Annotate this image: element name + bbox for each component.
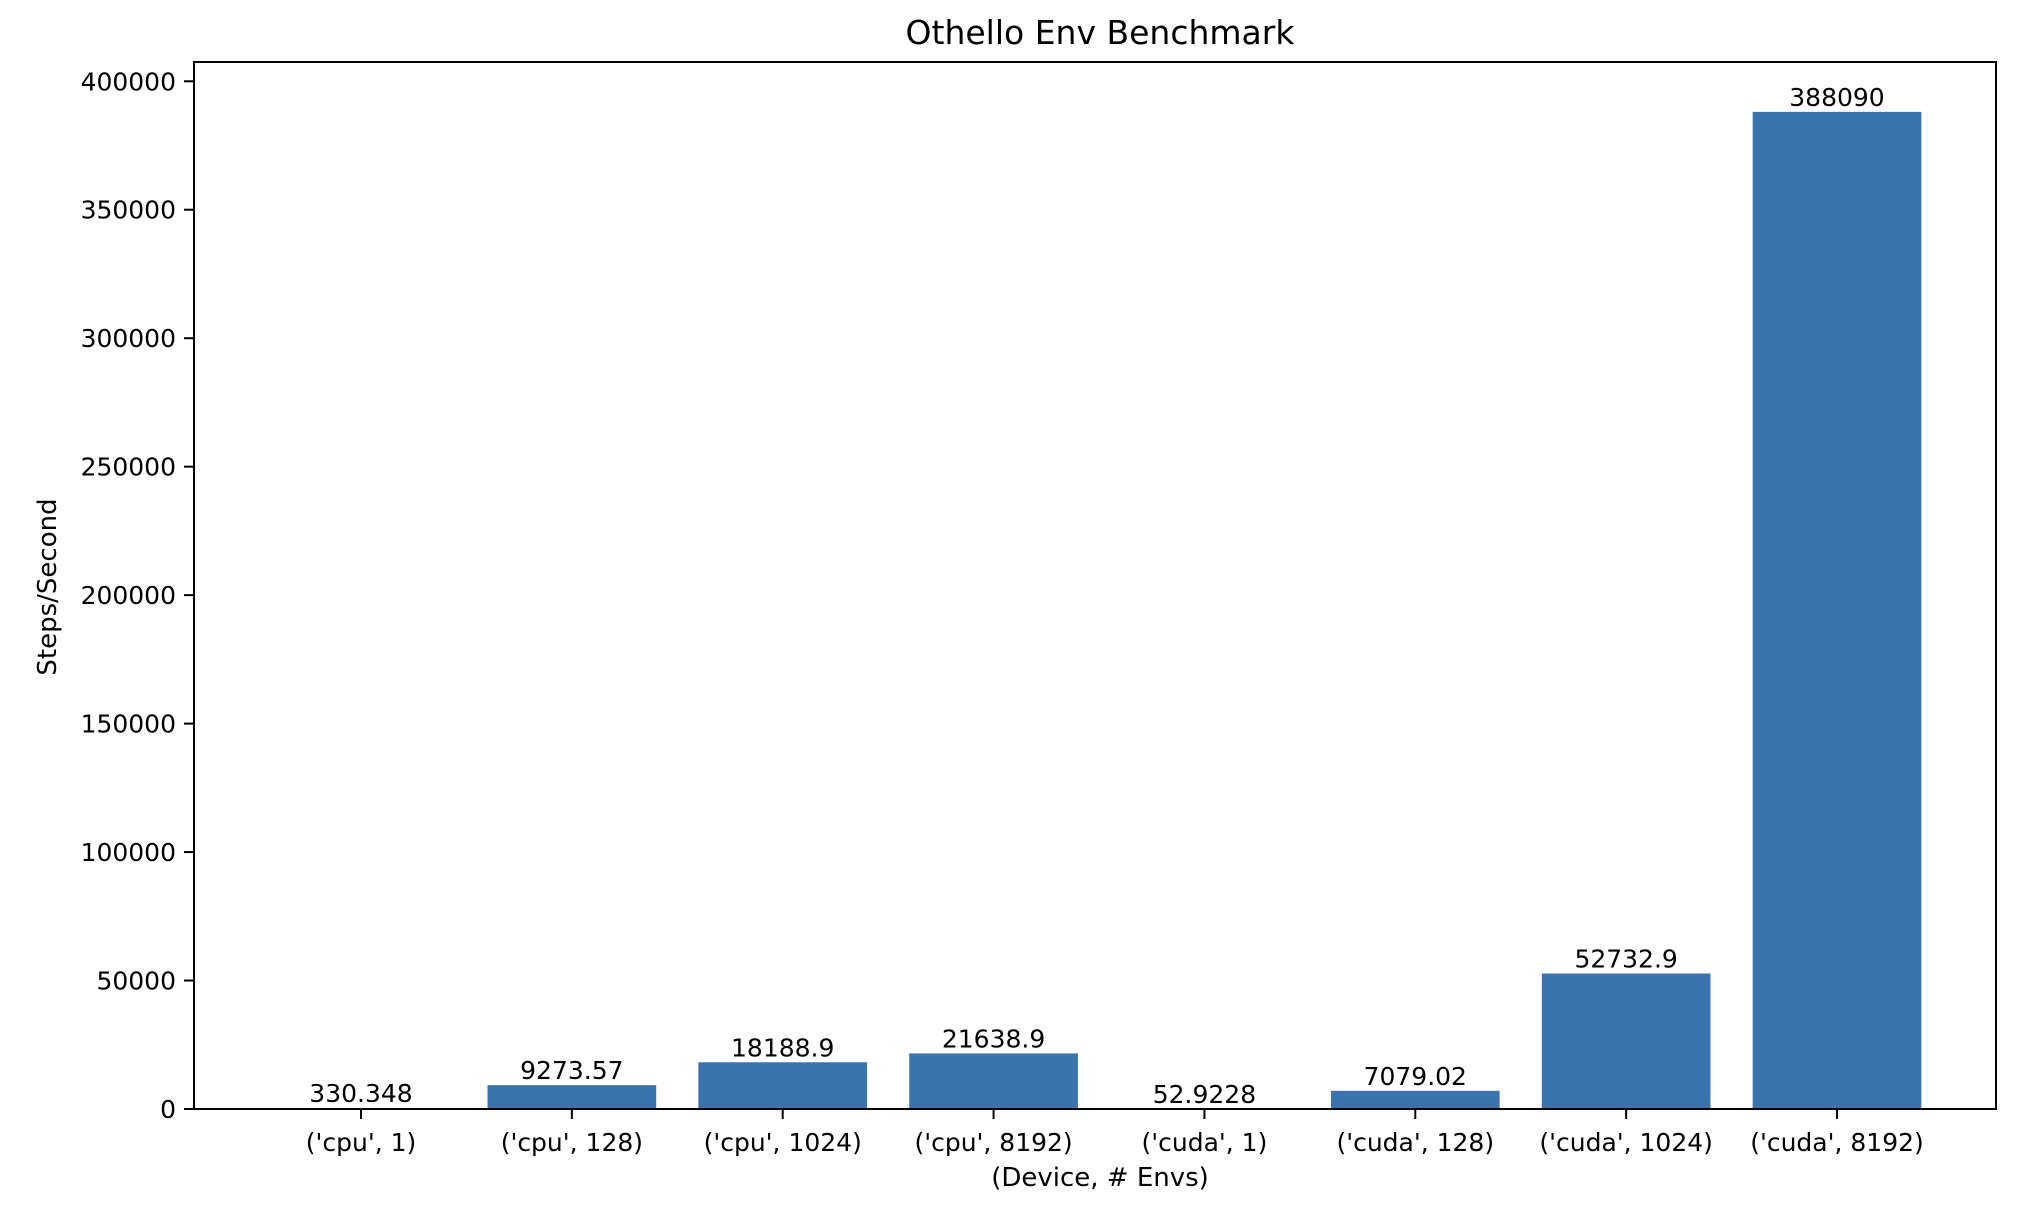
- x-tick-label: ('cuda', 128): [1336, 1128, 1494, 1157]
- data-labels: 330.348 9273.57 18188.9 21638.9 52.9228 7079.…: [309, 83, 1884, 1109]
- x-tick-label: ('cpu', 8192): [914, 1128, 1072, 1157]
- x-axis-label: (Device, # Envs): [991, 1163, 1209, 1193]
- y-tick-label: 300000: [81, 324, 176, 353]
- y-tick-label: 200000: [81, 581, 176, 610]
- chart-title: Othello Env Benchmark: [906, 13, 1296, 52]
- bar: [1541, 973, 1711, 1109]
- y-tick-label: 250000: [81, 453, 176, 482]
- y-tick-label: 0: [160, 1095, 176, 1124]
- bar-value-label: 52732.9: [1574, 945, 1677, 974]
- bars: [276, 111, 1922, 1110]
- bar-value-label: 18188.9: [731, 1033, 834, 1062]
- y-axis-label: Steps/Second: [33, 498, 63, 675]
- x-tick-label: ('cuda', 8192): [1750, 1128, 1924, 1157]
- bar-value-label: 21638.9: [942, 1024, 1045, 1053]
- y-tick-label: 150000: [81, 710, 176, 739]
- bar: [487, 1085, 657, 1109]
- x-tick-label: ('cuda', 1024): [1539, 1128, 1713, 1157]
- bar-value-label: 388090: [1789, 83, 1884, 112]
- y-tick-label: 400000: [81, 67, 176, 96]
- x-tick-label: ('cuda', 1): [1142, 1128, 1268, 1157]
- bar: [698, 1062, 868, 1109]
- x-tick-label: ('cpu', 1): [306, 1128, 417, 1157]
- plot-frame: [193, 61, 1997, 1110]
- y-axis: 0 50000 100000 150000 200000 250000 300000 3500…: [81, 67, 194, 1124]
- bar-value-label: 9273.57: [520, 1056, 623, 1085]
- bar-value-label: 52.9228: [1153, 1080, 1256, 1109]
- bar-value-label: 330.348: [309, 1079, 412, 1108]
- y-tick-label: 350000: [81, 196, 176, 225]
- bar: [909, 1053, 1078, 1109]
- x-tick-label: ('cpu', 1024): [704, 1128, 862, 1157]
- bar: [1752, 111, 1922, 1109]
- y-tick-label: 50000: [96, 967, 176, 996]
- y-tick-label: 100000: [81, 838, 176, 867]
- bar: [1330, 1090, 1500, 1109]
- x-axis: ('cpu', 1) ('cpu', 128) ('cpu', 1024) ('cpu…: [306, 1109, 1924, 1157]
- x-tick-label: ('cpu', 128): [501, 1128, 643, 1157]
- bar-value-label: 7079.02: [1364, 1062, 1467, 1091]
